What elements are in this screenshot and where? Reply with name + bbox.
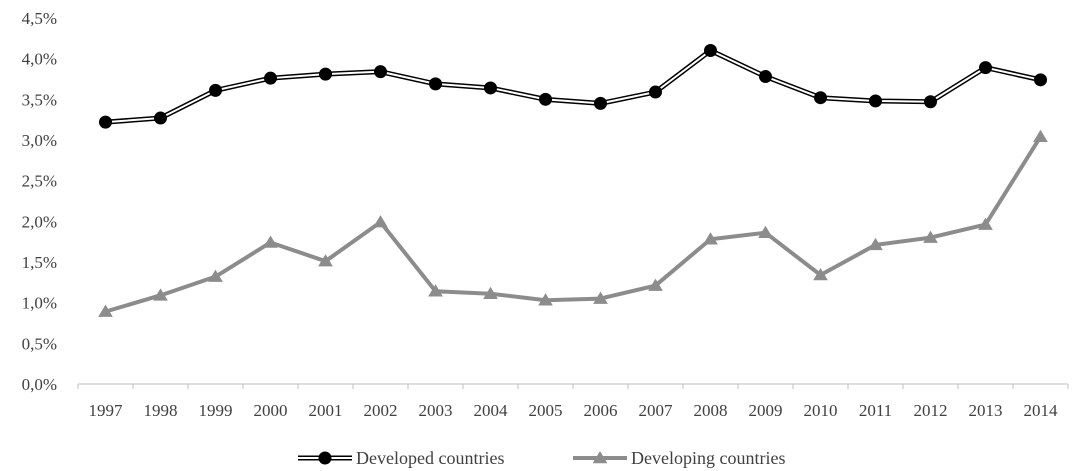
data-point-circle [154, 111, 167, 125]
x-tick-label: 2007 [639, 401, 674, 420]
x-tick-label: 2003 [419, 401, 453, 420]
data-point-circle [319, 67, 332, 81]
y-tick-label: 1,5% [22, 253, 57, 272]
data-point-triangle [98, 304, 113, 317]
data-point-triangle [813, 268, 828, 281]
data-point-circle [429, 77, 442, 91]
data-point-triangle [263, 235, 278, 248]
data-point-triangle [648, 278, 663, 291]
data-point-circle [704, 44, 717, 58]
series-line [104, 135, 1043, 314]
y-tick-label: 3,0% [22, 131, 57, 150]
data-point-circle [759, 70, 772, 84]
y-tick-label: 0,5% [22, 334, 57, 353]
y-tick-label: 3,5% [22, 90, 57, 109]
data-point-circle [594, 96, 607, 110]
data-point-circle [209, 83, 222, 97]
data-point-circle [924, 95, 937, 109]
x-tick-label: 2008 [694, 401, 728, 420]
data-point-circle [539, 92, 552, 106]
y-axis-ticks: 0,0% 0,5% 1,0% 1,5% 2,0% 2,5% 3,0% 3,5% 4,0% 4,5% [22, 9, 57, 394]
legend-label: Developed countries [356, 448, 504, 468]
y-tick-label: 2,0% [22, 212, 57, 231]
data-point-circle [1034, 73, 1047, 87]
x-tick-label: 2005 [529, 401, 563, 420]
x-tick-label: 2014 [1024, 401, 1059, 420]
data-point-circle [869, 94, 882, 108]
data-point-triangle [758, 225, 773, 238]
x-tick-label: 2002 [364, 401, 398, 420]
y-tick-label: 2,5% [22, 172, 57, 191]
y-tick-label: 0,0% [22, 375, 57, 394]
legend-marker-circle [318, 451, 332, 465]
series-line-outer [105, 48, 1042, 125]
data-point-triangle [978, 217, 993, 230]
data-point-triangle [318, 254, 333, 267]
data-point-triangle [538, 293, 553, 306]
series-line-inner [105, 49, 1041, 124]
data-point-triangle [923, 230, 938, 243]
x-tick-label: 1998 [144, 401, 178, 420]
data-point-triangle [428, 284, 443, 297]
x-tick-label: 2001 [309, 401, 343, 420]
legend-label: Developing countries [631, 448, 785, 468]
data-point-circle [374, 65, 387, 79]
data-point-triangle [1033, 129, 1048, 142]
y-tick-label: 1,0% [22, 294, 57, 313]
series-developing-countries [98, 129, 1048, 317]
x-tick-label: 1999 [199, 401, 233, 420]
y-tick-label: 4,5% [22, 9, 57, 28]
data-point-circle [979, 61, 992, 75]
legend-marker-triangle [592, 451, 608, 464]
data-point-circle [484, 81, 497, 95]
y-tick-label: 4,0% [22, 50, 57, 69]
data-point-circle [99, 115, 112, 129]
legend-item: Developing countries [573, 448, 785, 468]
x-tick-label: 2004 [474, 401, 509, 420]
x-tick-label: 2010 [804, 401, 838, 420]
series-layer [98, 44, 1048, 317]
x-tick-label: 2012 [914, 401, 948, 420]
data-point-triangle [373, 215, 388, 228]
x-tick-label: 2009 [749, 401, 783, 420]
data-point-triangle [208, 269, 223, 282]
series-developed-countries [99, 44, 1047, 129]
x-axis-ticks: 1997 1998 1999 2000 2001 2002 2003 2004 2005 2006… [77, 384, 1069, 420]
x-tick-label: 2011 [859, 401, 892, 420]
data-point-circle [649, 85, 662, 99]
data-point-triangle [703, 232, 718, 245]
data-point-triangle [593, 291, 608, 304]
data-point-triangle [153, 288, 168, 301]
x-tick-label: 2000 [254, 401, 288, 420]
data-point-triangle [868, 237, 883, 251]
x-tick-label: 1997 [89, 401, 124, 420]
data-point-circle [264, 71, 277, 85]
legend-item: Developed countries [298, 448, 504, 468]
x-tick-label: 2013 [969, 401, 1003, 420]
legend: Developed countries Developing countries [298, 448, 785, 468]
x-tick-label: 2006 [584, 401, 618, 420]
data-point-triangle [483, 286, 498, 299]
data-point-circle [814, 91, 827, 105]
